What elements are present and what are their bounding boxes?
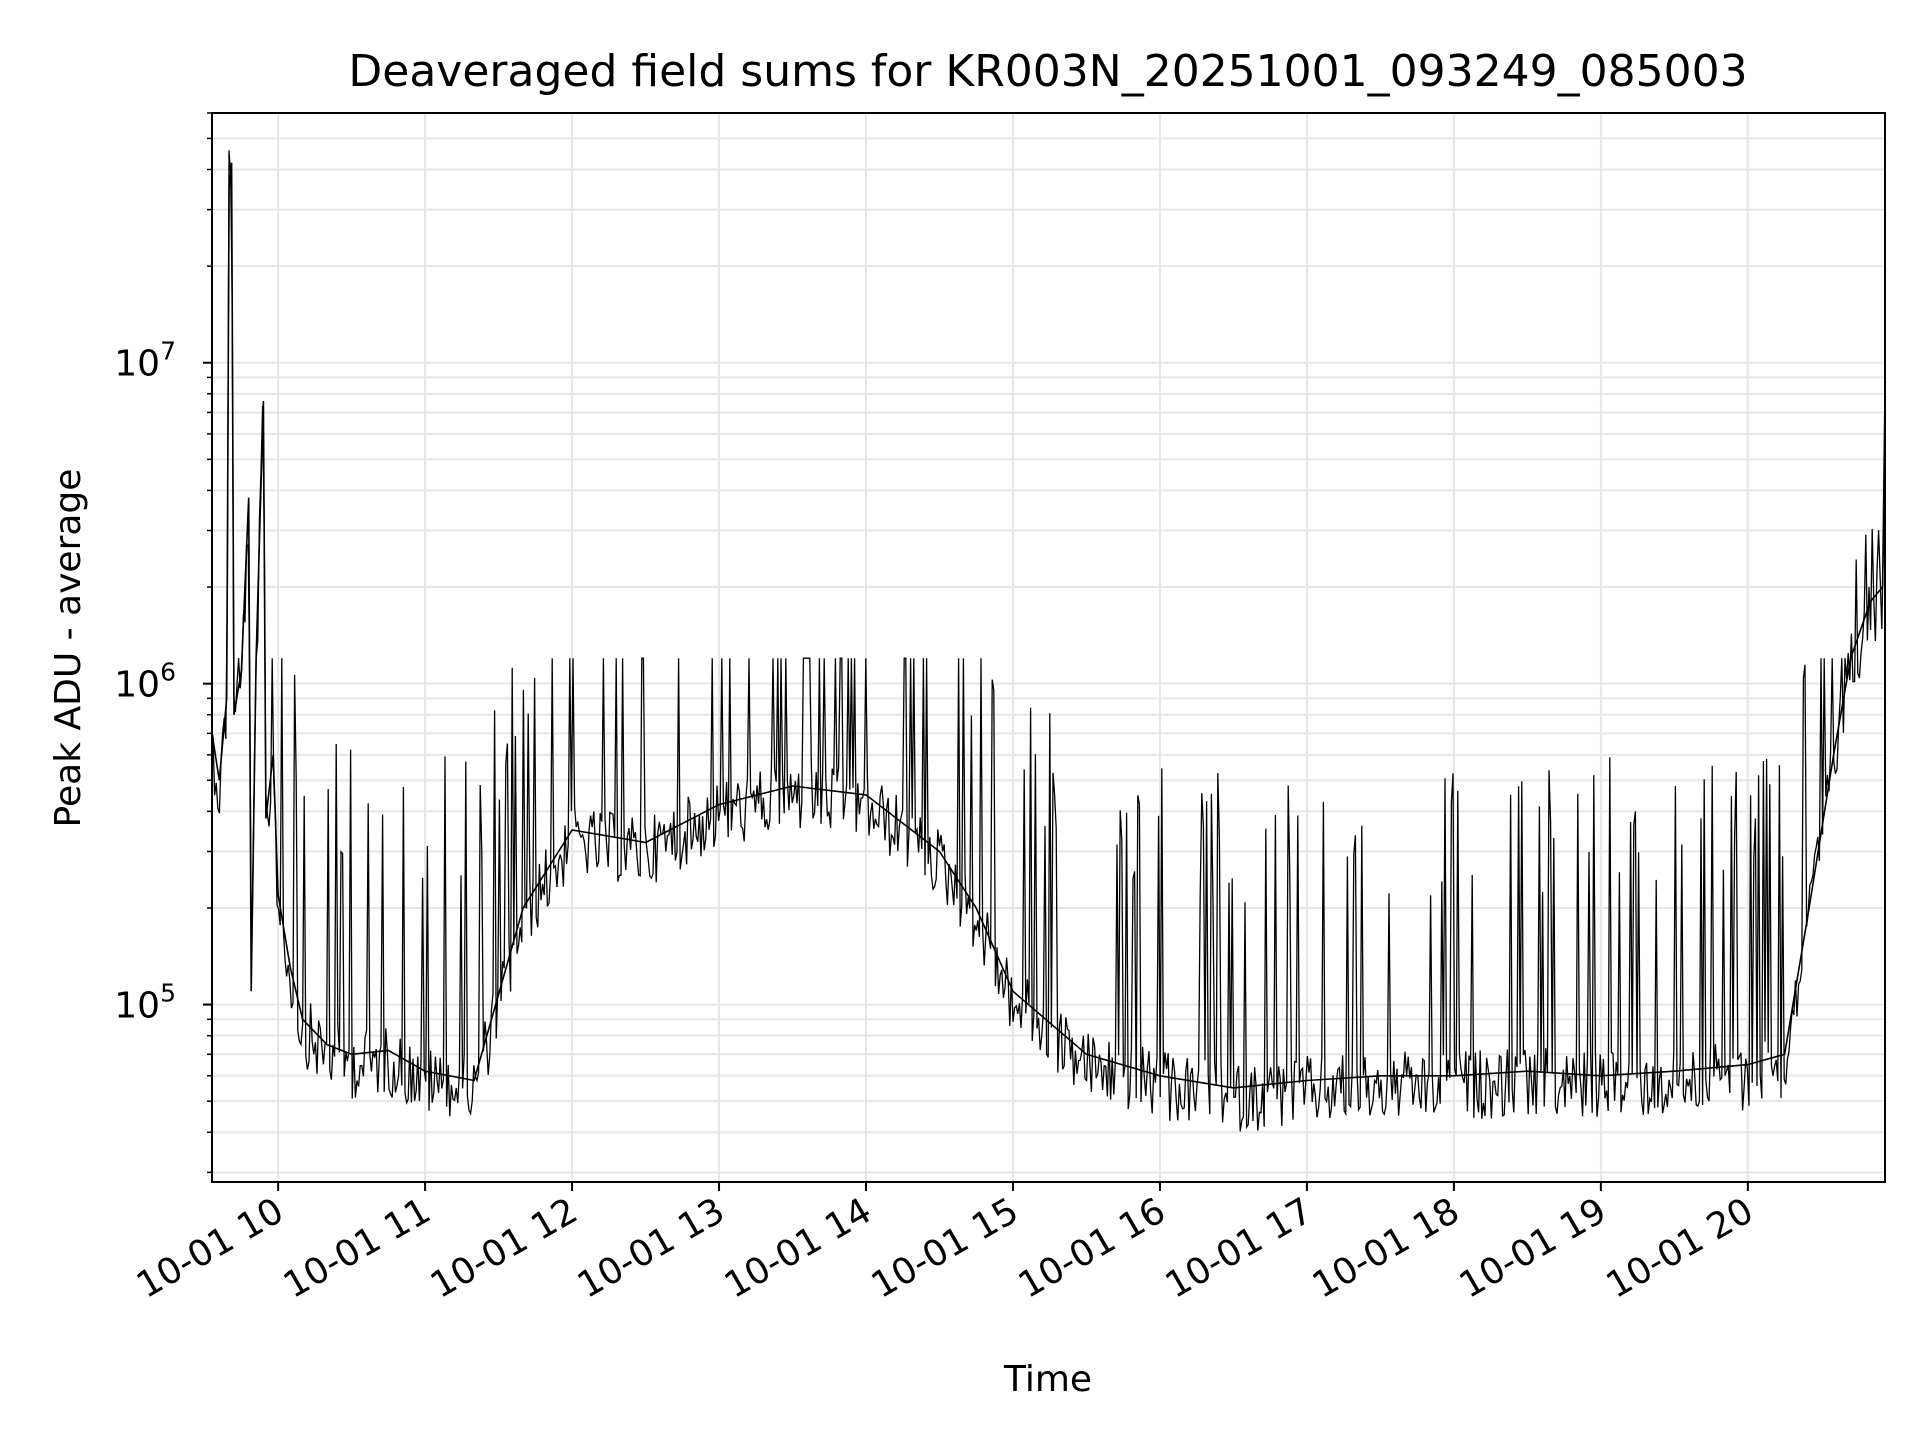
y-tick-label: 105	[114, 979, 176, 1027]
plot-frame	[211, 112, 1886, 1183]
chart-title: Deaveraged field sums for KR003N_2025100…	[348, 46, 1747, 97]
series-line	[211, 150, 1885, 1132]
grid-layer	[212, 112, 1885, 1182]
y-tick-exponent: 7	[160, 337, 176, 366]
y-tick-base: 10	[114, 344, 160, 385]
y-tick-base: 10	[114, 665, 160, 706]
y-tick-label: 106	[114, 658, 176, 706]
y-tick-exponent: 5	[160, 979, 176, 1008]
series-layer	[211, 150, 1886, 1132]
y-tick-label: 107	[114, 337, 176, 385]
y-tick-exponent: 6	[160, 658, 176, 687]
x-axis-label: Time	[1003, 1359, 1092, 1400]
y-axis-label: Peak ADU - average	[48, 469, 89, 828]
y-tick-base: 10	[114, 986, 160, 1027]
series-trend-line	[211, 162, 1886, 1089]
